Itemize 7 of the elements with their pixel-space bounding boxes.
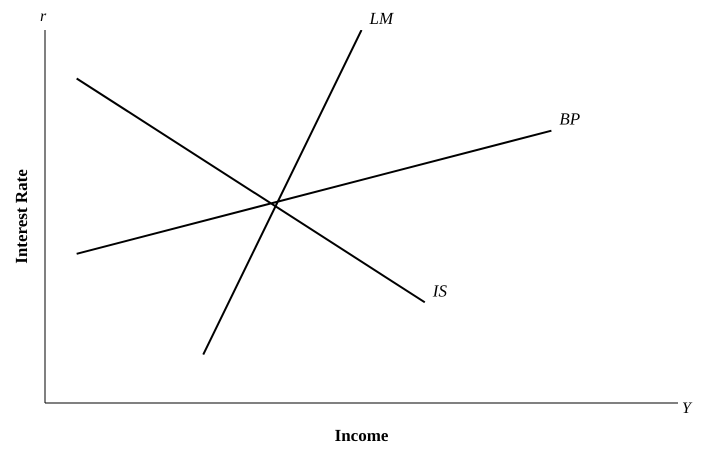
series-label: LM bbox=[368, 9, 394, 28]
text: Y bbox=[682, 400, 691, 418]
text: r bbox=[40, 8, 46, 26]
y-axis-title: Interest Rate bbox=[12, 168, 32, 264]
series-label: BP bbox=[559, 110, 580, 129]
series-label: IS bbox=[432, 281, 448, 300]
x-axis-title: Income bbox=[334, 426, 389, 445]
